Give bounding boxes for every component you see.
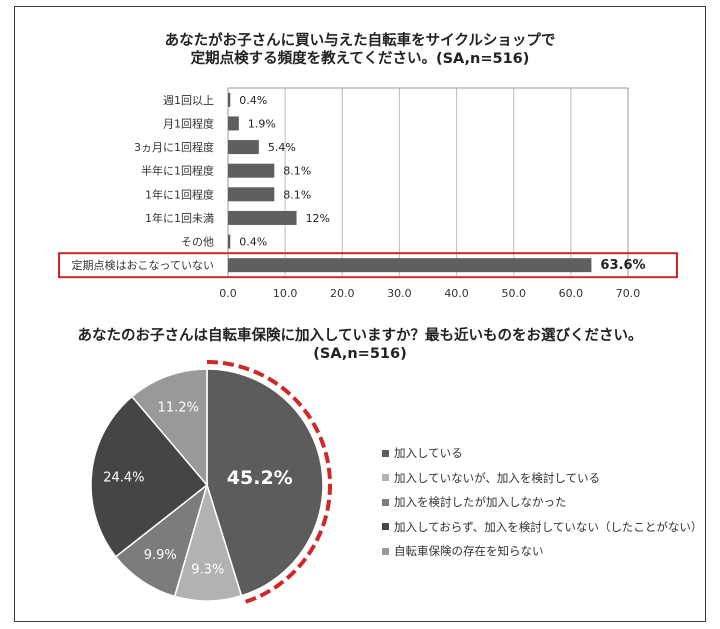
bar-category-label: その他 (181, 236, 214, 249)
legend-item: 加入を検討したが加入しなかった (382, 490, 702, 515)
legend-swatch (382, 547, 389, 555)
bar-value-label: 1.9% (248, 117, 276, 130)
bar-chart-subtitle: 定期点検する頻度を教えてください。(SA,n=516) (190, 51, 530, 67)
pie-slice-label: 9.9% (144, 548, 177, 563)
legend-swatch (382, 498, 389, 506)
bar-x-tick-label: 20.0 (330, 287, 355, 300)
legend-label: 自転車保険の存在を知らない (394, 544, 544, 559)
bar-x-tick-label: 70.0 (616, 287, 641, 300)
bar-value-label: 8.1% (283, 165, 311, 178)
bar (228, 116, 239, 131)
bar-x-tick-label: 0.0 (219, 287, 237, 300)
bar-x-tick-label: 50.0 (501, 287, 526, 300)
bar-category-label: 1年に1回未満 (145, 211, 214, 225)
bar-value-label: 5.4% (268, 141, 296, 154)
legend-swatch (382, 449, 389, 457)
chart-frame (14, 6, 706, 622)
legend-item: 加入しておらず、加入を検討していない（したことがない） (382, 515, 702, 540)
pie-slice (130, 368, 208, 488)
bar (228, 187, 275, 202)
legend-label: 加入を検討したが加入しなかった (394, 495, 567, 510)
bar-category-label: 週1回以上 (163, 94, 214, 107)
legend-item: 加入している (382, 441, 702, 466)
pie-slice-label: 11.2% (158, 401, 199, 416)
bar-x-tick-label: 40.0 (444, 287, 469, 300)
legend-label: 加入している (394, 446, 463, 461)
bar-value-label: 0.4% (239, 236, 267, 249)
bar-category-label: 半年に1回程度 (141, 164, 214, 178)
bar-category-label: 1年に1回程度 (145, 187, 214, 201)
bar-value-label: 8.1% (283, 188, 311, 201)
legend-label: 加入していないが、加入を検討している (394, 470, 601, 485)
pie-chart-subtitle: (SA,n=516) (313, 346, 407, 362)
pie-chart-title: あなたのお子さんは自転車保険に加入していますか？最も近いものをお選びください。 … (20, 327, 700, 363)
bar-value-label: 0.4% (239, 94, 267, 107)
pie-slice-label: 24.4% (103, 471, 144, 486)
pie-slice-label: 45.2% (227, 467, 293, 489)
bar (228, 258, 592, 273)
bar-x-tick-label: 30.0 (387, 287, 412, 300)
pie-slice (90, 395, 209, 558)
pie-slice-label: 9.3% (191, 563, 224, 578)
bar (228, 234, 231, 249)
pie-slice (114, 482, 209, 598)
pie-chart-title-line1: あなたのお子さんは自転車保険に加入していますか？最も近いものをお選びください。 (77, 328, 643, 344)
pie-legend: 加入している加入していないが、加入を検討している 加入を検討したが加入しなかった加… (382, 441, 702, 564)
pie-highlight-arc (206, 360, 332, 605)
legend-label: 加入しておらず、加入を検討していない（したことがない） (394, 519, 703, 534)
bar (228, 163, 275, 178)
bar-category-label: 定期点検はおこなっていない (72, 258, 214, 272)
legend-item: 自転車保険の存在を知らない (382, 539, 702, 564)
bar-x-tick-label: 10.0 (273, 287, 298, 300)
bar-value-label: 63.6% (600, 258, 645, 273)
legend-item: 加入していないが、加入を検討している (382, 466, 702, 491)
bar-chart-title-line1: あなたがお子さんに買い与えた自転車をサイクルショップで (164, 33, 556, 49)
bar (228, 140, 259, 155)
bar-value-label: 12% (306, 212, 330, 225)
bar-chart-title: あなたがお子さんに買い与えた自転車をサイクルショップで 定期点検する頻度を教えて… (60, 32, 660, 68)
bar (228, 210, 297, 225)
highlight-box (58, 252, 678, 279)
legend-swatch (382, 474, 389, 482)
bar-category-label: 3ヵ月に1回程度 (134, 140, 214, 154)
bar-x-tick-label: 60.0 (559, 287, 584, 300)
bar-category-label: 月1回程度 (163, 116, 214, 130)
legend-swatch (382, 523, 389, 531)
bar (228, 92, 231, 107)
pie-slice (206, 368, 324, 597)
